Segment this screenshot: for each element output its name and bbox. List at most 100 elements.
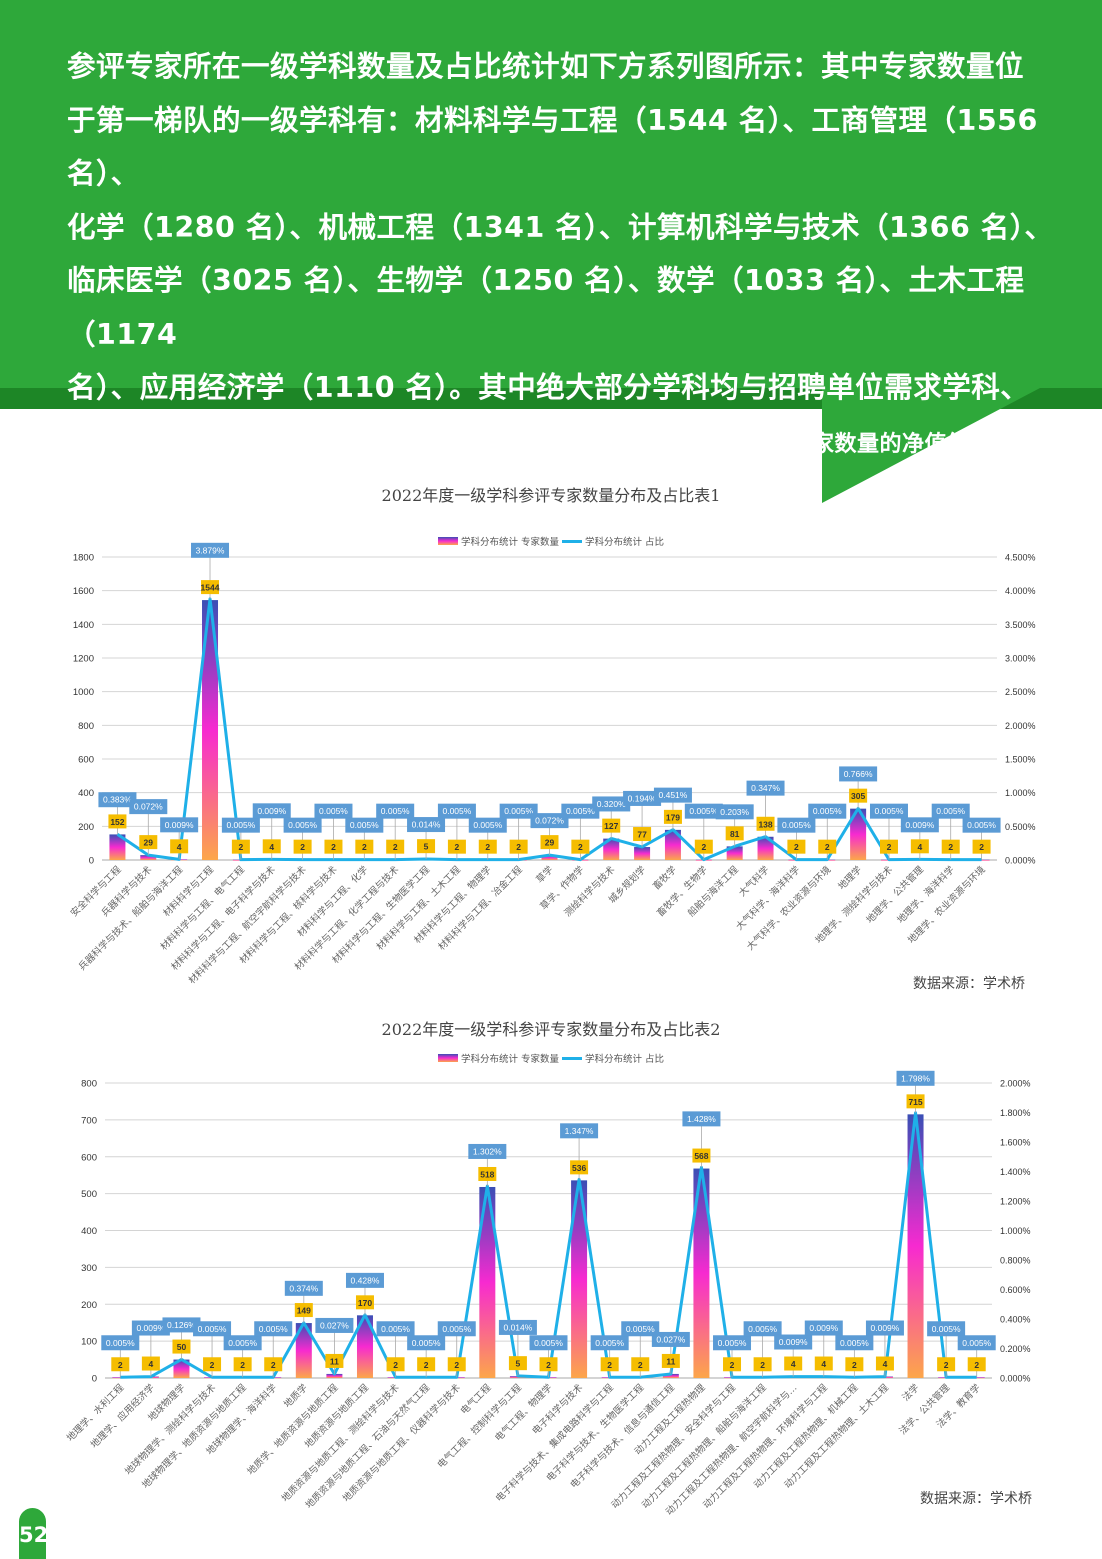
value-label: 2 [300,842,305,852]
value-label-box [849,788,868,803]
value-label-box [293,839,312,854]
percent-label-box [407,1335,446,1351]
intro-line: 临床医学（3025 名）、生物学（1250 名）、数学（1033 名）、土木工程… [67,264,1025,351]
percent-label: 0.005% [932,1324,961,1334]
percent-label-box [131,1320,170,1336]
value-label: 11 [330,1356,339,1366]
y-tick-label: 200 [81,1300,97,1311]
y2-tick-label: 3.500% [1005,620,1036,630]
value-label-box [602,818,621,833]
value-label: 2 [454,1360,459,1370]
y-tick-label: 600 [78,755,94,766]
value-label-box [570,1160,589,1175]
percent-label-box [715,804,754,820]
percent-label: 0.005% [875,806,904,816]
value-label-box [203,1357,222,1372]
value-label-box [631,1357,650,1372]
percent-label: 0.005% [967,820,996,830]
value-label-box [324,839,343,854]
y2-tick-label: 0.600% [1000,1285,1031,1295]
value-label: 152 [110,817,124,827]
percent-label: 0.005% [534,1338,563,1348]
percent-label: 3.879% [196,545,225,555]
intro-paragraph: 参评专家所在一级学科数量及占比统计如下方系列图所示：其中专家数量位 于第一梯队的… [67,40,1077,471]
value-label: 2 [240,1360,245,1370]
y2-tick-label: 0.800% [1000,1256,1031,1266]
value-label-box [264,1357,283,1372]
y2-tick-label: 2.000% [1000,1079,1031,1089]
value-label: 715 [908,1097,922,1107]
x-tick-label: 法学、公共管理 [897,1381,953,1437]
y2-tick-label: 0.000% [1005,856,1036,866]
percent-label: 0.072% [535,816,564,826]
value-label-box [262,839,281,854]
percent-label-box [193,1321,232,1337]
percent-label: 0.005% [504,806,533,816]
percent-label: 0.451% [659,790,688,800]
value-label: 568 [694,1151,708,1161]
value-label: 77 [637,830,647,840]
y2-tick-label: 1.400% [1000,1167,1031,1177]
value-label-box [941,839,960,854]
percent-label: 0.014% [412,820,441,830]
percent-label-box [160,817,199,833]
value-label: 4 [791,1359,796,1369]
percent-label-box [283,817,322,833]
value-label-box [509,839,528,854]
value-label: 2 [948,842,953,852]
value-label-box [508,1356,527,1371]
y-tick-label: 0 [92,1374,97,1385]
y-tick-label: 500 [81,1189,97,1200]
percent-label-box [499,803,538,819]
percent-line [116,597,982,862]
value-label-box [845,1357,864,1372]
y2-tick-label: 1.500% [1005,755,1036,765]
percent-label-box [376,1321,415,1337]
percent-label: 0.005% [962,1338,991,1348]
percent-label: 0.005% [689,806,718,816]
percent-label-box [774,1334,813,1350]
y-tick-label: 800 [78,721,94,732]
bar [356,1315,373,1378]
value-label-box [386,839,405,854]
value-label-box [571,839,590,854]
y2-tick-label: 3.000% [1005,654,1036,664]
value-label: 1544 [201,583,220,593]
value-label-box [875,1356,894,1371]
value-label: 2 [887,842,892,852]
percent-label-box [957,1335,996,1351]
value-label: 5 [424,842,429,852]
percent-label-box [743,1321,782,1337]
value-label: 2 [455,842,460,852]
value-label-box [141,1356,160,1371]
percent-label-box [407,817,446,833]
value-label-box [723,1357,742,1372]
value-label: 2 [424,1360,429,1370]
percent-label-box [345,1272,384,1288]
percent-label: 0.005% [228,1338,257,1348]
value-label-box [111,1357,130,1372]
y-tick-label: 600 [81,1152,97,1163]
value-label: 29 [545,838,555,848]
legend-bar-swatch [437,1054,458,1062]
percent-label: 0.072% [134,802,163,812]
bar [173,1359,190,1378]
percent-label: 0.005% [226,820,255,830]
value-label-box [386,1357,405,1372]
value-label-box [967,1357,986,1372]
percent-label: 0.005% [813,806,842,816]
chart1-legend: 学科分布统计 专家数量 学科分布统计 占比 [0,534,1102,548]
percent-label-box [590,1335,629,1351]
y2-tick-label: 0.200% [1000,1344,1031,1354]
value-label-box [972,839,991,854]
percent-label-box [223,1335,262,1351]
value-label-box [692,1148,711,1163]
intro-line: 参评专家所在一级学科数量及占比统计如下方系列图所示：其中专家数量位 [67,50,1025,83]
percent-label: 0.014% [503,1322,532,1332]
percent-label-box [376,803,415,819]
percent-label-box [252,803,291,819]
value-label: 4 [917,842,922,852]
header-flag-decoration [822,388,1040,503]
value-label: 2 [210,1360,215,1370]
